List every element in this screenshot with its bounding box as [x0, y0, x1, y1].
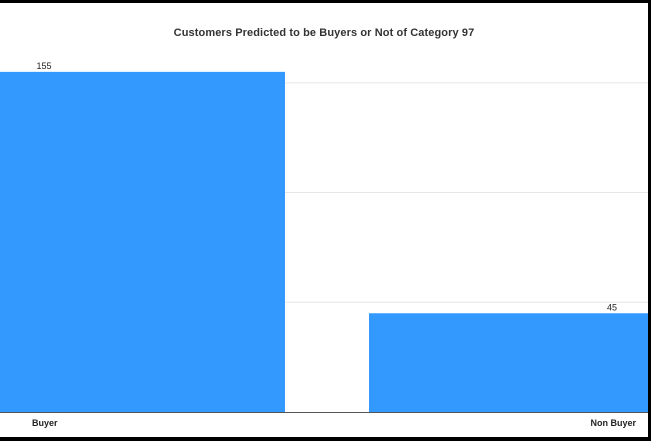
data-label-non-buyer: 45 [607, 302, 617, 312]
bar-buyer [0, 71, 285, 412]
chart-panel: Customers Predicted to be Buyers or Not … [0, 3, 648, 437]
chart-plot: 155 45 [0, 61, 648, 413]
x-tick-label-non-buyer: Non Buyer [590, 418, 636, 428]
x-tick-label-buyer: Buyer [32, 418, 58, 428]
chart-title: Customers Predicted to be Buyers or Not … [173, 27, 475, 39]
bar-non-buyer [369, 313, 648, 412]
data-label-buyer: 155 [36, 61, 51, 71]
